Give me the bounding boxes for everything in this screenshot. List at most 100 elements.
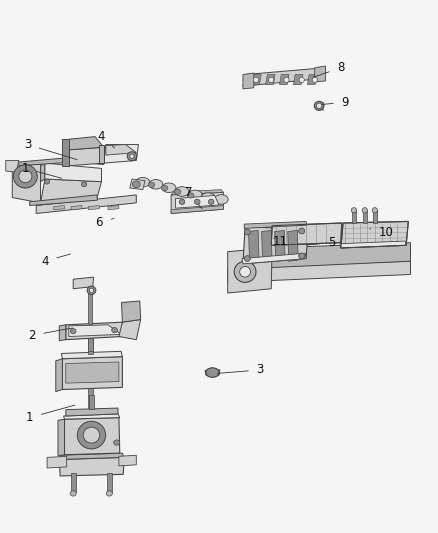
Polygon shape [265,75,275,85]
Ellipse shape [299,253,305,259]
Text: 6: 6 [95,216,114,229]
Polygon shape [228,261,410,282]
Text: 8: 8 [313,61,345,77]
Polygon shape [19,155,97,166]
Ellipse shape [253,77,258,83]
Polygon shape [66,362,119,383]
Polygon shape [243,68,325,86]
Text: 4: 4 [98,130,115,148]
Bar [88,289,92,324]
Ellipse shape [372,208,378,213]
Polygon shape [275,230,285,261]
Ellipse shape [244,256,251,262]
Polygon shape [66,408,118,416]
Text: 5: 5 [307,236,336,249]
Text: 11: 11 [272,235,287,247]
Polygon shape [59,453,124,459]
Polygon shape [62,139,69,166]
Bar [89,395,94,409]
Polygon shape [41,179,102,203]
Ellipse shape [130,154,134,158]
Polygon shape [64,418,120,455]
Polygon shape [73,277,94,289]
Polygon shape [6,160,19,172]
Polygon shape [271,243,410,268]
Polygon shape [12,163,41,203]
Polygon shape [341,221,408,248]
Text: 9: 9 [322,95,349,109]
Polygon shape [108,206,119,210]
Ellipse shape [214,195,228,204]
Polygon shape [288,230,298,261]
Polygon shape [47,456,67,468]
Ellipse shape [299,77,304,83]
Polygon shape [88,206,99,210]
Polygon shape [293,75,303,85]
Ellipse shape [299,228,305,234]
Polygon shape [171,192,223,214]
Polygon shape [130,179,145,190]
Polygon shape [171,206,223,214]
Ellipse shape [188,190,202,200]
Ellipse shape [234,261,256,282]
Polygon shape [243,73,254,89]
Bar [71,473,76,492]
Polygon shape [66,322,122,340]
Polygon shape [71,206,82,210]
Polygon shape [64,414,120,419]
Ellipse shape [136,177,150,187]
Ellipse shape [208,199,214,205]
Ellipse shape [314,101,324,110]
Bar [88,338,93,354]
Bar [373,210,377,223]
Polygon shape [243,227,308,264]
Ellipse shape [312,77,318,83]
Polygon shape [69,136,104,150]
Polygon shape [279,75,289,85]
Text: 4: 4 [41,254,71,268]
Ellipse shape [114,440,120,445]
Polygon shape [340,241,406,248]
Polygon shape [249,230,259,261]
Bar [363,210,367,223]
Ellipse shape [317,103,322,109]
Ellipse shape [162,183,176,192]
Ellipse shape [132,181,140,188]
Polygon shape [69,325,121,336]
Ellipse shape [284,77,289,83]
Ellipse shape [161,185,168,191]
Polygon shape [53,206,64,210]
Ellipse shape [78,421,106,449]
Ellipse shape [174,189,181,195]
Polygon shape [252,75,261,85]
Ellipse shape [19,170,32,183]
Ellipse shape [81,182,87,187]
Polygon shape [36,195,136,214]
Polygon shape [261,230,272,261]
Ellipse shape [187,193,194,198]
Polygon shape [205,370,220,375]
Polygon shape [30,195,97,206]
Polygon shape [242,253,306,264]
Polygon shape [106,144,136,155]
Ellipse shape [71,328,76,334]
Bar [88,388,93,408]
Ellipse shape [83,427,100,443]
Ellipse shape [179,199,185,205]
Text: 3: 3 [217,364,264,376]
Ellipse shape [45,179,49,184]
Bar [107,473,112,492]
Polygon shape [59,325,66,341]
Polygon shape [58,419,64,456]
Ellipse shape [127,152,137,161]
Polygon shape [315,66,325,82]
Ellipse shape [194,199,200,205]
Bar [88,338,93,351]
Polygon shape [119,319,141,340]
Text: 2: 2 [28,328,73,342]
Text: 3: 3 [24,138,77,160]
Ellipse shape [87,286,96,295]
Text: 7: 7 [185,186,202,209]
Polygon shape [244,221,307,228]
Polygon shape [69,147,104,166]
